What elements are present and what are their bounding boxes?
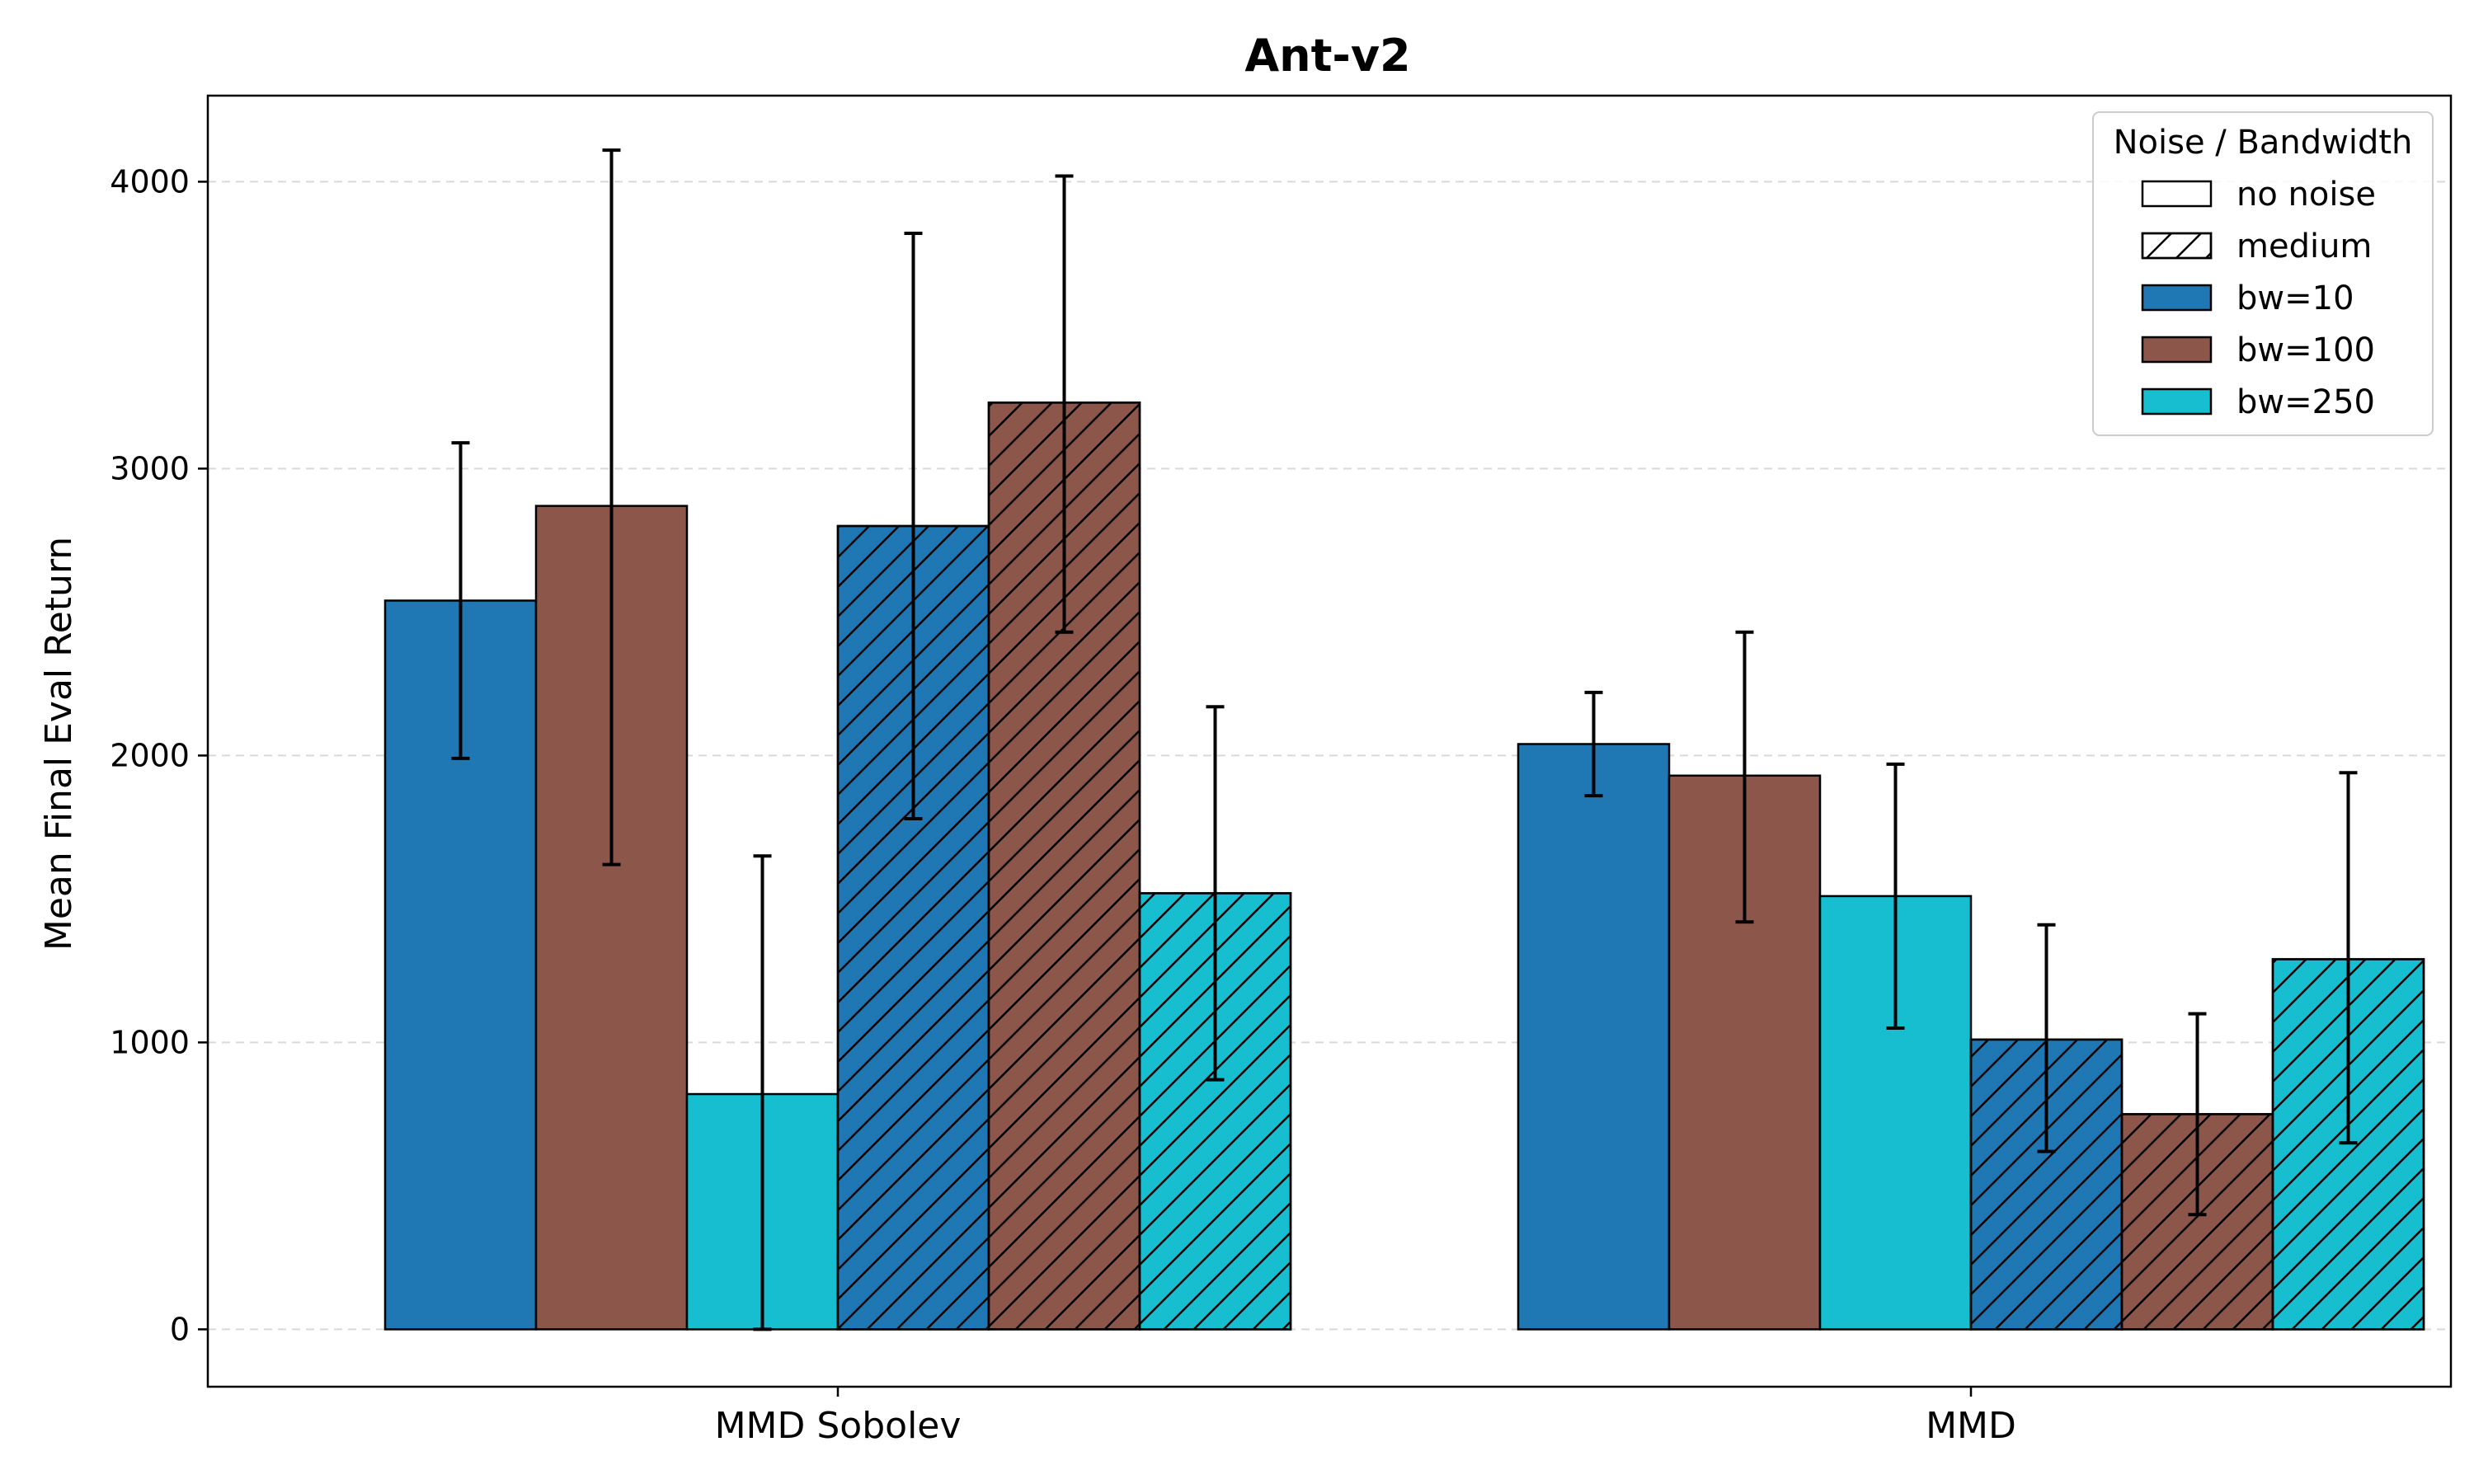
legend-label: bw=100	[2236, 331, 2375, 369]
x-tick-label: MMD Sobolev	[715, 1405, 962, 1447]
x-tick-label: MMD	[1926, 1405, 2016, 1447]
y-axis-label: Mean Final Eval Return	[38, 537, 80, 951]
legend-swatch-no-noise	[2141, 180, 2213, 208]
x-axis-ticks: MMD Sobolev MMD	[715, 1387, 2016, 1447]
legend-swatch-bw-10	[2141, 284, 2213, 312]
legend-swatch-medium-hatch	[2141, 232, 2213, 260]
error-bars	[451, 148, 2358, 1331]
y-axis-ticks: 0 1000 2000 3000 4000	[110, 163, 208, 1347]
y-tick-label: 0	[170, 1311, 190, 1347]
y-tick-label: 3000	[110, 450, 190, 486]
legend-label: bw=250	[2236, 383, 2375, 421]
legend-swatch-bw-250	[2141, 387, 2213, 416]
y-tick-label: 4000	[110, 163, 190, 200]
legend: Noise / Bandwidth no noise medium bw=10 bw=…	[2092, 111, 2434, 436]
y-tick-label: 1000	[110, 1024, 190, 1060]
legend-label: no noise	[2236, 176, 2376, 214]
legend-label: medium	[2236, 228, 2372, 265]
bar-mmd-bw10-no-noise	[1517, 743, 1671, 1331]
bars	[383, 402, 2425, 1331]
legend-label: bw=10	[2236, 279, 2354, 317]
y-tick-label: 2000	[110, 737, 190, 773]
legend-title: Noise / Bandwidth	[2114, 124, 2413, 162]
chart-title: Ant-v2	[1244, 30, 1410, 82]
legend-swatch-bw-100	[2141, 336, 2213, 364]
plot-area-frame	[206, 94, 2453, 1388]
